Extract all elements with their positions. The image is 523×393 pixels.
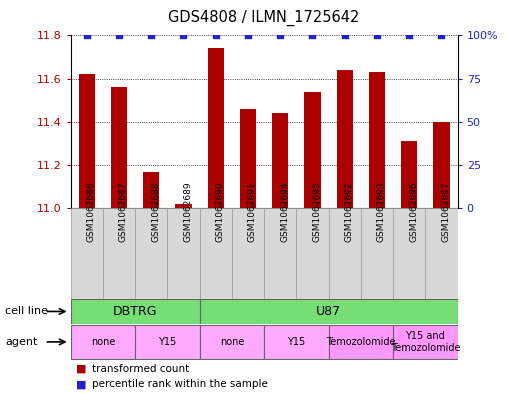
Text: transformed count: transformed count xyxy=(92,364,189,374)
Text: GSM1062693: GSM1062693 xyxy=(377,182,386,242)
Bar xyxy=(200,325,264,359)
Bar xyxy=(240,109,256,208)
Point xyxy=(276,32,285,39)
Bar xyxy=(393,325,458,359)
Bar xyxy=(297,208,328,299)
Bar xyxy=(200,208,232,299)
Point xyxy=(340,32,349,39)
Bar xyxy=(143,171,160,208)
Bar xyxy=(232,208,264,299)
Text: GDS4808 / ILMN_1725642: GDS4808 / ILMN_1725642 xyxy=(168,9,360,26)
Bar xyxy=(304,92,321,208)
Bar xyxy=(369,72,385,208)
Point xyxy=(147,32,155,39)
Text: Y15: Y15 xyxy=(287,337,305,347)
Bar xyxy=(272,113,288,208)
Point xyxy=(83,32,91,39)
Text: none: none xyxy=(220,337,244,347)
Text: GSM1062696: GSM1062696 xyxy=(409,182,418,242)
Bar xyxy=(71,299,200,324)
Text: U87: U87 xyxy=(316,305,341,318)
Text: GSM1062690: GSM1062690 xyxy=(216,182,225,242)
Point xyxy=(244,32,252,39)
Text: GSM1062686: GSM1062686 xyxy=(87,182,96,242)
Bar xyxy=(175,204,191,208)
Bar xyxy=(393,208,425,299)
Text: ■: ■ xyxy=(76,364,86,374)
Text: DBTRG: DBTRG xyxy=(113,305,157,318)
Text: GSM1062687: GSM1062687 xyxy=(119,182,128,242)
Text: GSM1062689: GSM1062689 xyxy=(184,182,192,242)
Bar xyxy=(135,325,200,359)
Bar xyxy=(208,48,224,208)
Bar xyxy=(434,122,450,208)
Text: agent: agent xyxy=(5,337,38,347)
Bar xyxy=(111,87,127,208)
Text: GSM1062694: GSM1062694 xyxy=(280,182,289,242)
Bar xyxy=(401,141,417,208)
Bar xyxy=(167,208,200,299)
Bar xyxy=(337,70,353,208)
Text: Y15 and
Temozolomide: Y15 and Temozolomide xyxy=(391,331,460,353)
Bar xyxy=(328,325,393,359)
Bar xyxy=(264,325,328,359)
Bar xyxy=(200,299,458,324)
Point xyxy=(211,32,220,39)
Text: percentile rank within the sample: percentile rank within the sample xyxy=(92,379,267,389)
Point xyxy=(405,32,413,39)
Point xyxy=(373,32,381,39)
Bar xyxy=(103,208,135,299)
Text: Temozolomide: Temozolomide xyxy=(326,337,395,347)
Text: GSM1062691: GSM1062691 xyxy=(248,182,257,242)
Text: cell line: cell line xyxy=(5,307,48,316)
Text: Y15: Y15 xyxy=(158,337,176,347)
Point xyxy=(115,32,123,39)
Point xyxy=(179,32,188,39)
Bar xyxy=(425,208,458,299)
Bar xyxy=(71,208,103,299)
Text: GSM1062692: GSM1062692 xyxy=(345,182,354,242)
Text: GSM1062697: GSM1062697 xyxy=(441,182,450,242)
Bar xyxy=(135,208,167,299)
Text: ■: ■ xyxy=(76,379,86,389)
Bar xyxy=(361,208,393,299)
Text: GSM1062695: GSM1062695 xyxy=(313,182,322,242)
Point xyxy=(437,32,446,39)
Bar xyxy=(328,208,361,299)
Text: none: none xyxy=(90,337,115,347)
Point xyxy=(309,32,317,39)
Bar xyxy=(78,74,95,208)
Text: GSM1062688: GSM1062688 xyxy=(151,182,160,242)
Bar xyxy=(264,208,297,299)
Bar xyxy=(71,325,135,359)
